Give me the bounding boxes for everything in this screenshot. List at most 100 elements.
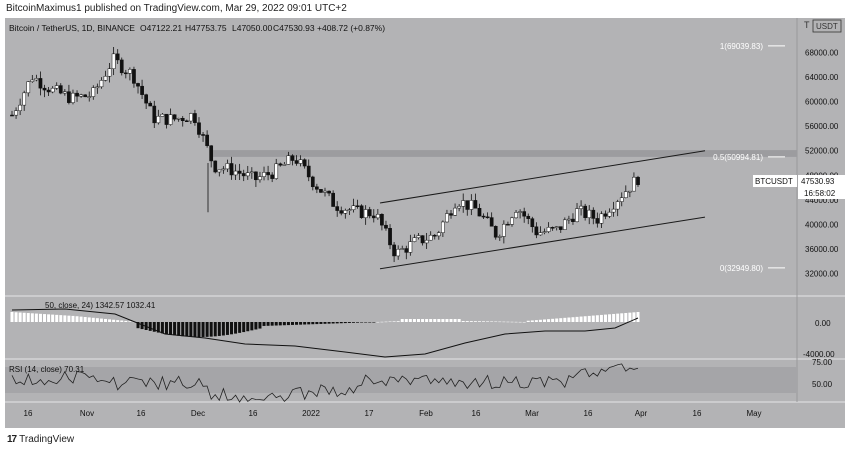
macd-bar [193, 322, 197, 337]
candle-down [485, 216, 490, 219]
time-tick: 2022 [302, 409, 320, 418]
macd-bar [555, 318, 559, 322]
currency-badge-label: USDT [816, 22, 838, 31]
candle-down [571, 218, 575, 222]
candle-down [197, 122, 201, 135]
macd-bar [526, 320, 530, 322]
candle-up [469, 200, 474, 210]
macd-bar [612, 313, 616, 322]
candle-up [628, 190, 632, 193]
candle-up [160, 113, 165, 117]
macd-bar [518, 321, 522, 323]
candle-down [46, 89, 51, 93]
candle-up [225, 163, 230, 170]
macd-bar [234, 322, 238, 334]
candle-down [359, 205, 364, 219]
candle-down [306, 165, 311, 178]
candle-down [380, 213, 384, 226]
macd-bar [38, 313, 42, 322]
macd-bar [636, 312, 640, 322]
macd-bar [148, 322, 152, 331]
macd-bar [628, 312, 632, 322]
candle-down [449, 213, 453, 216]
ohlc-high: H47753.75 [185, 23, 227, 33]
candle-down [270, 174, 275, 179]
macd-bar [469, 321, 473, 322]
candle-up [461, 200, 466, 207]
candle-up [424, 239, 429, 244]
ohlc-low: L47050.00 [232, 23, 272, 33]
macd-bar [392, 321, 396, 322]
candle-down [119, 59, 124, 74]
macd-bar [30, 313, 34, 322]
macd-bar [311, 322, 315, 325]
currency-badge[interactable]: T USDT [804, 19, 842, 33]
price-tick: 44000.00 [805, 196, 839, 205]
candle-down [144, 94, 148, 104]
macd-bar [140, 322, 144, 330]
candle-down [319, 189, 323, 193]
macd-bar [490, 321, 494, 322]
candle-up [619, 197, 624, 202]
candle-up [632, 176, 636, 192]
candle-down [229, 163, 234, 176]
time-axis[interactable]: 16 Nov 16 Dec 16 2022 17 Feb 16 Mar 16 Apr 16 May [24, 409, 762, 418]
macd-bar [583, 316, 587, 322]
macd-bar [278, 322, 282, 326]
macd-bar [152, 322, 156, 332]
candle-down [278, 163, 283, 166]
macd-bar [136, 322, 140, 329]
candle-down [392, 244, 396, 257]
candle-up [91, 87, 96, 97]
macd-bar [579, 316, 583, 322]
candle-up [416, 235, 421, 238]
macd-bar [103, 318, 107, 322]
candle-down [67, 91, 71, 103]
macd-bar [307, 322, 311, 325]
macd-bar [356, 322, 360, 323]
macd-bar [238, 322, 242, 333]
macd-bar [254, 322, 258, 330]
macd-bar [246, 322, 250, 332]
candle-down [355, 205, 360, 207]
macd-bar [425, 319, 429, 322]
candle-down [530, 218, 535, 228]
macd-bar [335, 322, 339, 324]
candle-down [636, 176, 640, 185]
price-label-value: 47530.93 [801, 177, 835, 186]
time-tick: 16 [137, 409, 146, 418]
price-tick: 32000.00 [805, 270, 839, 279]
support-resistance-band [213, 150, 797, 157]
candle-down [193, 113, 197, 123]
candle-down [180, 117, 185, 121]
price-chart-svg[interactable]: 1(69039.83) 0.5(50994.81) 0(32949.80) 6800… [5, 18, 845, 428]
channel-upper-line[interactable] [379, 150, 706, 204]
price-tick: 68000.00 [805, 48, 839, 57]
price-tick: 64000.00 [805, 73, 839, 82]
macd-bar [197, 322, 201, 337]
candle-up [510, 217, 514, 225]
candle-down [140, 85, 144, 95]
macd-bar [55, 314, 59, 322]
candle-down [42, 87, 47, 91]
macd-bar [376, 321, 380, 323]
candle-up [607, 211, 612, 217]
macd-bar [368, 322, 372, 323]
candle-up [457, 206, 461, 209]
chart-frame[interactable]: 1(69039.83) 0.5(50994.81) 0(32949.80) 6800… [5, 18, 845, 428]
macd-bar [616, 313, 620, 322]
macd-bar [595, 315, 599, 322]
candle-up [323, 190, 327, 193]
candle-down [10, 114, 14, 117]
candle-down [205, 134, 209, 146]
tradingview-logo[interactable]: 17 TradingView [7, 434, 74, 445]
price-axis[interactable]: 68000.00 64000.00 60000.00 56000.00 52000.00… [805, 48, 839, 278]
channel-lower-line[interactable] [379, 216, 706, 270]
candle-up [562, 219, 567, 230]
macd-bar [563, 317, 567, 322]
macd-bar [559, 318, 563, 322]
macd-bar [400, 319, 404, 322]
time-tick: Feb [419, 409, 433, 418]
macd-bar [473, 321, 477, 322]
macd-bar [534, 320, 538, 322]
